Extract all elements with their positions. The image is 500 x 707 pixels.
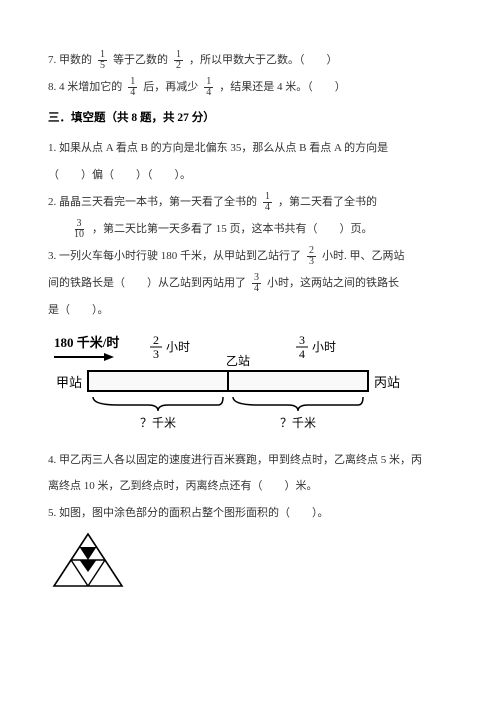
q2-post1: ，第二天看了全书的 — [278, 192, 377, 213]
diagram-speed-label: 180 千米/时 — [54, 335, 119, 350]
q3-pre: 3. 一列火车每小时行驶 180 千米，从甲站到乙站行了 — [48, 246, 301, 267]
fraction-3-10: 3 10 — [72, 219, 86, 240]
q8-post: ，结果还是 4 米。（ ） — [219, 77, 346, 98]
q8-pre: 8. 4 米增加它的 — [48, 77, 122, 98]
svg-text:3: 3 — [153, 347, 159, 361]
svg-text:2: 2 — [153, 333, 159, 347]
q8-mid: 后，再减少 — [143, 77, 198, 98]
question-8: 8. 4 米增加它的 1 4 后，再减少 1 4 ，结果还是 4 米。（ ） — [48, 77, 452, 98]
q7-post: ，所以甲数大于乙数。（ ） — [189, 50, 338, 71]
svg-text:小时: 小时 — [312, 340, 336, 354]
q3-l2a: 间的铁路长是（ ）从乙站到丙站用了 — [48, 273, 246, 294]
fill-q1-l1: 1. 如果从点 A 看点 B 的方向是北偏东 35，那么从点 B 看点 A 的方… — [48, 138, 452, 159]
q2-post2: ，第二天比第一天多看了 15 页，这本书共有（ ）页。 — [92, 219, 373, 240]
fill-q2-l2: 3 10 ，第二天比第一天多看了 15 页，这本书共有（ ）页。 — [48, 219, 452, 240]
q7-pre: 7. 甲数的 — [48, 50, 92, 71]
fraction-1-2: 1 2 — [174, 50, 183, 71]
diagram-yi-label: 乙站 — [226, 354, 250, 368]
fill-q3-l1: 3. 一列火车每小时行驶 180 千米，从甲站到乙站行了 2 3 小时. 甲、乙… — [48, 246, 452, 267]
fraction-1-4a: 1 4 — [128, 77, 137, 98]
diagram-jia-label: 甲站 — [56, 375, 82, 390]
diagram-unknown-1: ？千米 — [140, 416, 176, 430]
fill-q3-l2: 间的铁路长是（ ）从乙站到丙站用了 3 4 小时，这两站之间的铁路长 — [48, 273, 452, 294]
question-7: 7. 甲数的 1 5 等于乙数的 1 2 ，所以甲数大于乙数。（ ） — [48, 50, 452, 71]
fill-q4-l1: 4. 甲乙丙三人各以固定的速度进行百米赛跑，甲到终点时，乙离终点 5 米，丙 — [48, 450, 452, 471]
q3-mid: 小时. 甲、乙两站 — [322, 246, 405, 267]
fill-q1-l2: （ ）偏（ ）（ ）。 — [48, 165, 452, 186]
fraction-3-4a: 3 4 — [252, 273, 261, 294]
q3-l2b: 小时，这两站之间的铁路长 — [267, 273, 399, 294]
fraction-2-3a: 2 3 — [307, 246, 316, 267]
section-title: 三．填空题（共 8 题，共 27 分） — [48, 108, 452, 130]
fill-q4-l2: 离终点 10 米，乙到终点时，丙离终点还有（ ）米。 — [48, 476, 452, 497]
diagram-unknown-2: ？千米 — [280, 416, 316, 430]
fill-q3-l3: 是（ ）。 — [48, 300, 452, 321]
diagram-bing-label: 丙站 — [374, 375, 400, 390]
q2-pre: 2. 晶晶三天看完一本书，第一天看了全书的 — [48, 192, 257, 213]
train-diagram: 180 千米/时 2 3 小时 乙站 3 4 小时 甲站 丙站 ？千米 ？千米 — [48, 331, 452, 436]
fill-q5: 5. 如图，图中涂色部分的面积占整个图形面积的（ ）。 — [48, 503, 452, 524]
fraction-1-4c: 1 4 — [263, 192, 272, 213]
fill-q2-l1: 2. 晶晶三天看完一本书，第一天看了全书的 1 4 ，第二天看了全书的 — [48, 192, 452, 213]
fraction-1-4b: 1 4 — [204, 77, 213, 98]
svg-text:小时: 小时 — [166, 340, 190, 354]
q7-mid: 等于乙数的 — [113, 50, 168, 71]
svg-text:3: 3 — [299, 333, 305, 347]
fraction-1-5: 1 5 — [98, 50, 107, 71]
svg-text:4: 4 — [299, 347, 305, 361]
triangle-figure — [48, 530, 452, 592]
